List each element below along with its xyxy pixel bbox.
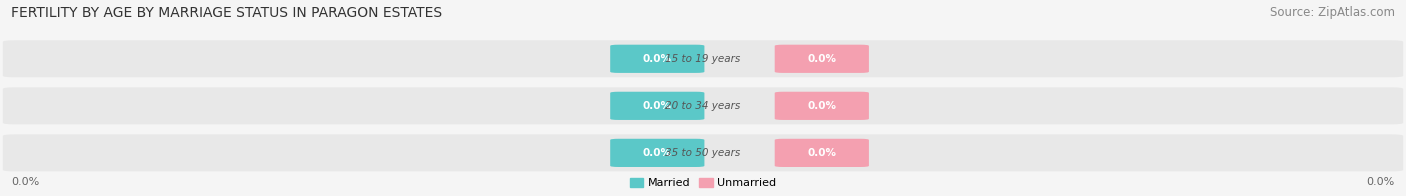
FancyBboxPatch shape — [775, 92, 869, 120]
Text: 0.0%: 0.0% — [807, 148, 837, 158]
FancyBboxPatch shape — [610, 139, 704, 167]
Text: 0.0%: 0.0% — [643, 101, 672, 111]
Text: 35 to 50 years: 35 to 50 years — [665, 148, 741, 158]
Text: 0.0%: 0.0% — [1367, 177, 1395, 187]
Text: 15 to 19 years: 15 to 19 years — [665, 54, 741, 64]
FancyBboxPatch shape — [775, 139, 869, 167]
FancyBboxPatch shape — [610, 45, 704, 73]
Text: 0.0%: 0.0% — [807, 54, 837, 64]
Text: FERTILITY BY AGE BY MARRIAGE STATUS IN PARAGON ESTATES: FERTILITY BY AGE BY MARRIAGE STATUS IN P… — [11, 6, 443, 20]
Text: 0.0%: 0.0% — [643, 54, 672, 64]
FancyBboxPatch shape — [3, 40, 1403, 77]
Text: Source: ZipAtlas.com: Source: ZipAtlas.com — [1270, 6, 1395, 19]
FancyBboxPatch shape — [3, 87, 1403, 124]
FancyBboxPatch shape — [610, 92, 704, 120]
Text: 0.0%: 0.0% — [643, 148, 672, 158]
Legend: Married, Unmarried: Married, Unmarried — [630, 178, 776, 189]
Text: 20 to 34 years: 20 to 34 years — [665, 101, 741, 111]
FancyBboxPatch shape — [775, 45, 869, 73]
FancyBboxPatch shape — [3, 134, 1403, 171]
Text: 0.0%: 0.0% — [11, 177, 39, 187]
Text: 0.0%: 0.0% — [807, 101, 837, 111]
